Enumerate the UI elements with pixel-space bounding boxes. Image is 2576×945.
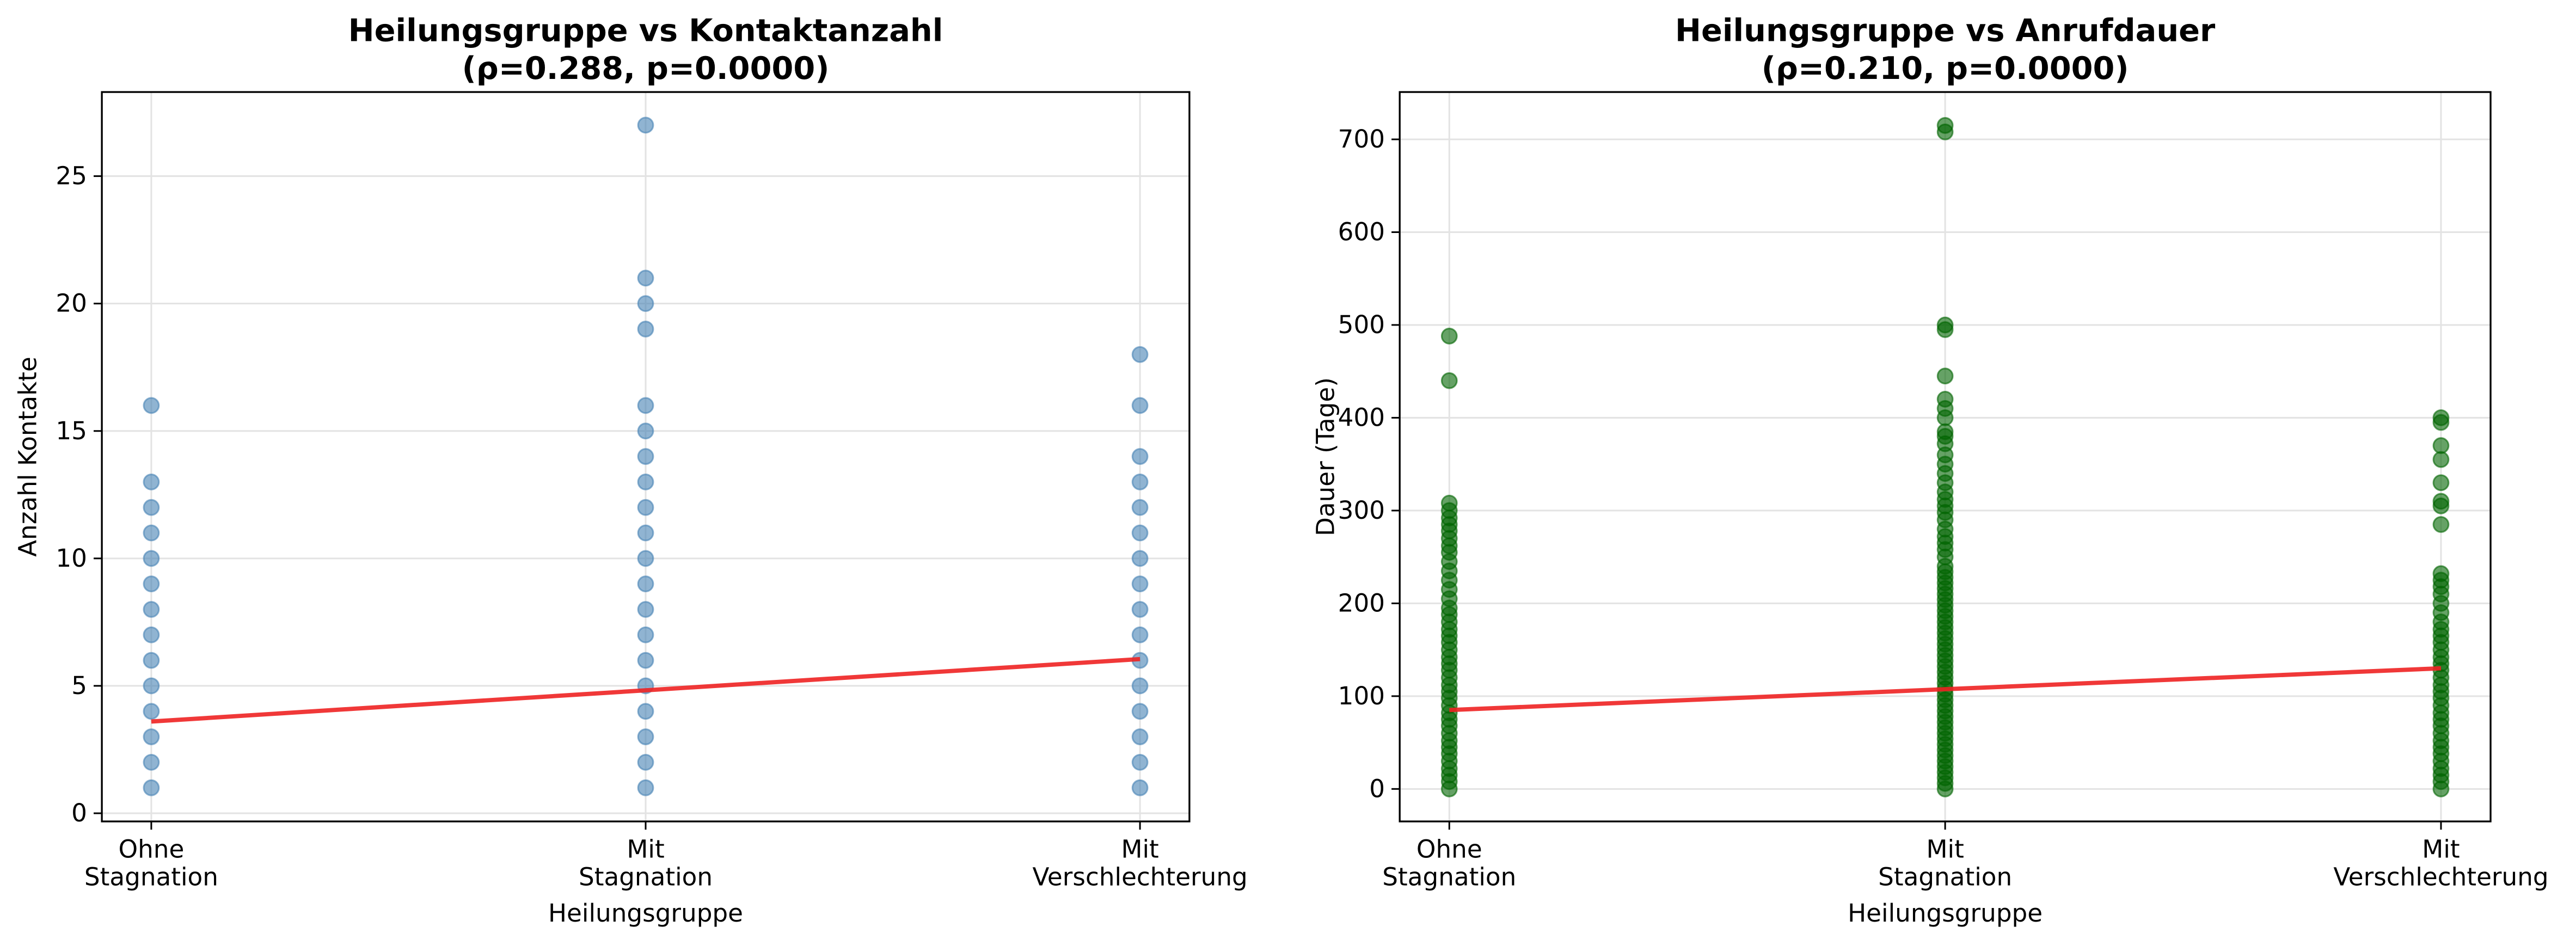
y-tick-label: 5	[71, 671, 87, 700]
point	[143, 575, 160, 593]
point	[637, 703, 654, 720]
x-axis-label: Heilungsgruppe	[1848, 899, 2043, 928]
x-tick-label: Ohne Stagnation	[84, 834, 218, 891]
point	[1131, 677, 1149, 695]
point	[1131, 448, 1149, 465]
point	[1131, 728, 1149, 745]
y-tick-label: 300	[1338, 496, 1385, 525]
y-axis-label: Anzahl Kontakte	[13, 357, 42, 557]
point	[143, 601, 160, 618]
y-tick-label: 0	[1369, 774, 1385, 803]
point	[637, 448, 654, 465]
trend-line	[1449, 666, 2442, 713]
point	[1131, 524, 1149, 542]
point	[143, 397, 160, 414]
point	[2432, 493, 2450, 510]
y-tick-label: 10	[56, 544, 87, 573]
point	[637, 601, 654, 618]
point	[1131, 601, 1149, 618]
y-tick-label: 200	[1338, 588, 1385, 617]
point	[143, 550, 160, 567]
y-tick-label: 25	[56, 162, 87, 191]
point	[1131, 346, 1149, 363]
point	[637, 575, 654, 593]
y-tick-label: 20	[56, 289, 87, 318]
point	[143, 499, 160, 516]
point	[637, 116, 654, 134]
y-tick-label: 15	[56, 416, 87, 445]
x-axis-label: Heilungsgruppe	[548, 899, 743, 928]
point	[1131, 753, 1149, 771]
y-tick-label: 100	[1338, 682, 1385, 710]
point	[1131, 779, 1149, 796]
point	[143, 524, 160, 542]
point	[637, 473, 654, 490]
point	[143, 652, 160, 669]
y-tick-label: 700	[1338, 125, 1385, 154]
point	[1131, 499, 1149, 516]
point	[1936, 367, 1954, 385]
x-tick-label: Mit Stagnation	[579, 834, 713, 891]
point	[637, 499, 654, 516]
point	[1936, 316, 1954, 334]
trend-line	[151, 656, 1140, 724]
point	[1936, 117, 1954, 134]
point	[1440, 328, 1458, 345]
point	[143, 677, 160, 695]
point	[143, 626, 160, 643]
point	[637, 269, 654, 287]
point	[1440, 494, 1458, 512]
point	[1131, 703, 1149, 720]
x-tick-label: Mit Verschlechterung	[2333, 834, 2548, 891]
point	[637, 550, 654, 567]
point	[143, 703, 160, 720]
point	[143, 473, 160, 490]
x-tick-label: Mit Stagnation	[1878, 834, 2012, 891]
point	[1131, 550, 1149, 567]
point	[1131, 626, 1149, 643]
point	[637, 652, 654, 669]
point	[1936, 423, 1954, 440]
point	[2432, 516, 2450, 533]
y-tick-label: 500	[1338, 310, 1385, 339]
point	[2432, 409, 2450, 426]
x-tick-label: Ohne Stagnation	[1382, 834, 1516, 891]
point	[2432, 437, 2450, 454]
point	[143, 779, 160, 796]
point	[637, 321, 654, 338]
point	[637, 422, 654, 440]
y-tick-label: 600	[1338, 218, 1385, 247]
chart-title: Heilungsgruppe vs Kontaktanzahl (ρ=0.288,…	[348, 13, 943, 87]
point	[637, 397, 654, 414]
point	[2432, 474, 2450, 492]
point	[637, 524, 654, 542]
y-tick-label: 400	[1338, 403, 1385, 432]
point	[1440, 372, 1458, 389]
point	[637, 626, 654, 643]
point	[1131, 473, 1149, 490]
point	[2432, 451, 2450, 468]
point	[637, 728, 654, 745]
x-tick-label: Mit Verschlechterung	[1032, 834, 1247, 891]
point	[143, 753, 160, 771]
point	[143, 728, 160, 745]
chart-title: Heilungsgruppe vs Anrufdauer (ρ=0.210, p=…	[1675, 13, 2216, 87]
axes-frame	[101, 91, 1191, 823]
point	[1936, 390, 1954, 408]
point	[637, 753, 654, 771]
point	[1131, 575, 1149, 593]
axes-frame	[1399, 91, 2492, 823]
y-tick-label: 0	[71, 799, 87, 827]
point	[1131, 397, 1149, 414]
point	[637, 779, 654, 796]
point	[2432, 565, 2450, 582]
y-axis-label: Dauer (Tage)	[1311, 377, 1340, 536]
point	[637, 295, 654, 312]
